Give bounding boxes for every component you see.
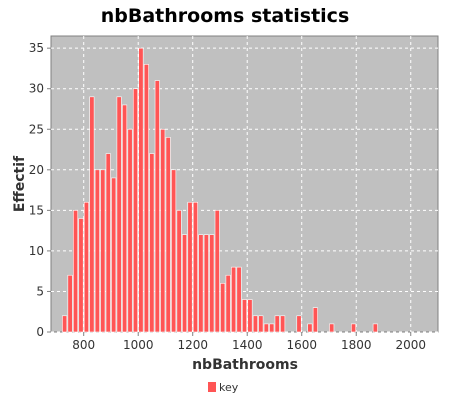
histogram-bar (350, 323, 357, 333)
histogram-bar (143, 64, 149, 333)
y-tick-label: 5 (36, 284, 44, 298)
histogram-bar (258, 315, 264, 333)
legend-label-key: key (219, 381, 239, 394)
histogram-bar (105, 153, 111, 333)
histogram-bar (220, 283, 226, 333)
y-tick-label: 25 (29, 122, 44, 136)
histogram-bar (127, 128, 133, 333)
x-tick-label: 1200 (177, 338, 208, 352)
histogram-bar (225, 274, 231, 333)
histogram-bar (176, 210, 182, 333)
histogram-bar (231, 266, 237, 333)
histogram-bar (296, 315, 302, 333)
histogram-bar (329, 323, 335, 333)
histogram-bar (372, 323, 378, 333)
histogram-bar (241, 299, 248, 333)
histogram-bar (160, 128, 166, 333)
histogram-bar (83, 201, 89, 333)
histogram-bar (111, 177, 117, 333)
histogram-bar (94, 169, 100, 333)
y-tick-label: 0 (36, 325, 44, 339)
legend-swatch-key (208, 382, 216, 392)
histogram-bar (187, 201, 193, 333)
y-tick-label: 30 (29, 82, 44, 96)
bars (62, 47, 378, 333)
x-axis-label: nbBathrooms (192, 357, 298, 373)
histogram-bar (122, 104, 128, 333)
histogram-bar (89, 96, 95, 333)
histogram-bar (132, 88, 139, 333)
histogram-bar (236, 266, 242, 333)
y-tick-label: 15 (29, 203, 44, 217)
y-tick-label: 10 (29, 244, 44, 258)
y-tick-label: 20 (29, 163, 44, 177)
histogram-bar (78, 218, 84, 333)
histogram-bar (263, 323, 269, 333)
histogram-bar (274, 315, 280, 333)
histogram-bar (198, 234, 204, 333)
histogram-bar (209, 234, 215, 333)
histogram-bar (182, 234, 188, 333)
histogram-bar (247, 299, 253, 333)
x-tick-label: 1400 (232, 338, 263, 352)
histogram-bar (214, 210, 220, 333)
axes: 0 5 10 15 20 25 30 35 800 1000 1200 1400 1600 1800 200… (29, 41, 426, 352)
legend: key (208, 381, 239, 394)
histogram-bar (165, 137, 171, 333)
histogram-bar (252, 315, 258, 333)
histogram-bar (171, 169, 177, 333)
histogram-bar (203, 234, 209, 333)
x-tick-label: 1000 (123, 338, 154, 352)
x-tick-label: 1600 (286, 338, 317, 352)
histogram-bar (138, 47, 144, 333)
histogram-bar (100, 169, 106, 333)
y-tick-label: 35 (29, 41, 44, 55)
chart-title: nbBathrooms statistics (101, 5, 350, 27)
x-tick-label: 800 (72, 338, 95, 352)
histogram-bar (62, 315, 68, 333)
histogram-bar (307, 323, 313, 333)
histogram-bar (192, 201, 198, 333)
histogram-bar (312, 307, 318, 333)
x-tick-label: 2000 (395, 338, 426, 352)
histogram-bar (67, 274, 73, 333)
histogram-bar (269, 323, 275, 333)
histogram-bar (73, 210, 79, 333)
histogram-bar (154, 80, 160, 333)
histogram-bar (280, 315, 286, 333)
histogram-bar (116, 96, 122, 333)
y-axis-label: Effectif (12, 155, 28, 212)
x-tick-label: 1800 (341, 338, 372, 352)
histogram-bar (149, 153, 155, 333)
